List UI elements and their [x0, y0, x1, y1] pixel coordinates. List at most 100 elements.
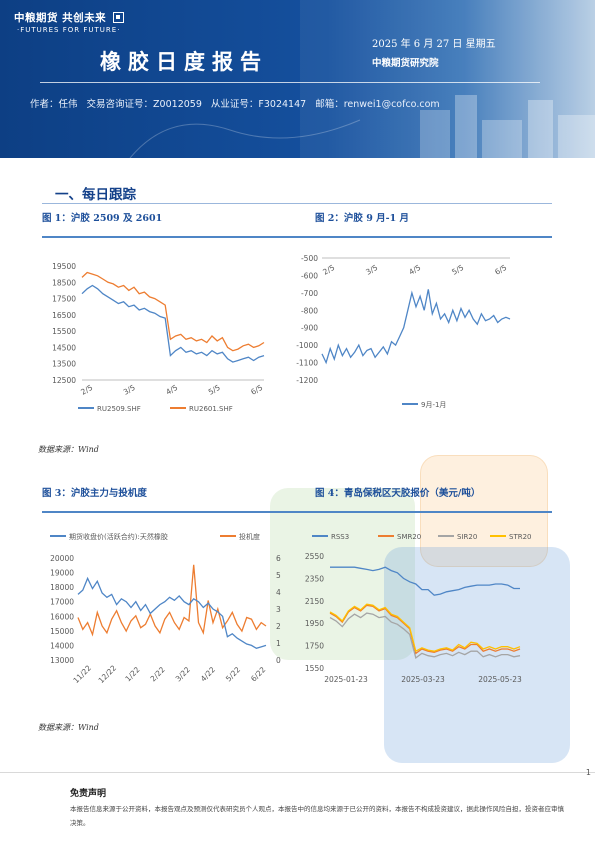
report-date: 2025 年 6 月 27 日 星期五: [372, 39, 496, 50]
y-tick-label: -700: [301, 289, 318, 298]
series-line-sir20: [329, 612, 521, 659]
series-line-close-price: [77, 576, 267, 650]
y-tick-label-right: 0: [276, 656, 281, 665]
report-title: 橡胶日度报告: [100, 49, 268, 74]
y-tick-label: 1550: [305, 664, 324, 673]
x-tick-label: 3/22: [174, 665, 192, 683]
y-tick-label-left: 17000: [50, 598, 74, 607]
chart-main-contract-speculation: 期货收盘价(活跃合约):天然橡胶 投机度 13000 14000 15000 16000 1…: [50, 532, 281, 685]
figure-row-2-source: 数据来源：Wind: [38, 723, 99, 732]
institute-name: 中粮期货研究院: [372, 58, 439, 69]
author-info: 作者：任伟 交易咨询证号：Z0012059 从业证号：F3024147 邮箱：r…: [30, 96, 446, 110]
x-tick-label: 6/5: [249, 383, 264, 397]
company-logo: 中粮期货 共创未来: [14, 10, 125, 25]
figure-row-1-source: 数据来源：Wind: [38, 445, 99, 454]
report-banner: 中粮期货 共创未来 ·FUTURES FOR FUTURE· 橡胶日度报告 20…: [0, 0, 595, 158]
y-tick-label: -800: [301, 306, 318, 315]
y-tick-label-left: 18000: [50, 583, 74, 592]
chart-qingdao-bonded-prices: RSS3 SMR20 SIR20 STR20 1550 1750 1950 2150 2350 2…: [305, 533, 532, 684]
author-name: 作者：任伟: [30, 99, 78, 110]
series-line-rss3: [330, 566, 520, 596]
legend-close-price-label: 期货收盘价(活跃合约):天然橡胶: [69, 532, 168, 541]
x-tick-label: 6/22: [249, 665, 267, 683]
legend-str20-label: STR20: [509, 533, 532, 541]
legend-ru2601-label: RU2601.SHF: [189, 405, 233, 413]
series-line-smr20: [329, 604, 521, 655]
y-tick-label: 2150: [305, 597, 324, 606]
series-line-1: [81, 271, 265, 352]
figure-3-title: 图 3：沪胶主力与投机度: [42, 488, 147, 499]
y-tick-label: 2550: [305, 552, 324, 561]
logo-slogan: ·FUTURES FOR FUTURE·: [17, 26, 121, 34]
y-tick-label-right: 6: [276, 554, 281, 563]
y-tick-label: 1950: [305, 619, 324, 628]
legend-rss3-label: RSS3: [331, 533, 349, 541]
y-tick-label: 14500: [52, 343, 76, 352]
series-line-0: [81, 284, 265, 363]
x-tick-label: 11/22: [71, 663, 93, 685]
y-tick-label-right: 5: [276, 571, 281, 580]
banner-divider: [40, 82, 540, 83]
figure-row-2-rule: [42, 511, 552, 513]
y-tick-label-left: 16000: [50, 612, 74, 621]
y-tick-label: -500: [301, 254, 318, 263]
y-tick-label: 18500: [52, 278, 76, 287]
y-tick-label: -600: [301, 271, 318, 280]
x-tick-label: 5/5: [450, 263, 465, 277]
x-tick-label: 12/22: [97, 663, 119, 685]
x-tick-label: 3/5: [364, 263, 379, 277]
logo-text: 中粮期货 共创未来: [14, 12, 107, 24]
legend-ru2509-label: RU2509.SHF: [97, 405, 141, 413]
y-tick-label: -1200: [296, 376, 318, 385]
x-tick-label: 4/5: [164, 383, 179, 397]
chart-spread-sep-jan: -500 -600 -700 -800 -900 -1000 -1100 -1200 2/5 3/…: [296, 254, 511, 409]
disclaimer-title: 免责声明: [70, 789, 107, 799]
y-tick-label: -1000: [296, 341, 318, 350]
x-tick-label: 2/22: [149, 665, 167, 683]
figure-row-1-rule: [42, 236, 552, 238]
x-tick-label: 4/22: [199, 665, 217, 683]
y-tick-label: 12500: [52, 376, 76, 385]
legend-speculation-label: 投机度: [239, 532, 260, 541]
x-tick-label: 3/5: [122, 383, 137, 397]
x-tick-label: 2/5: [79, 383, 94, 397]
y-tick-label-left: 20000: [50, 554, 74, 563]
logo-mark-icon: [113, 12, 125, 23]
y-tick-label-right: 2: [276, 622, 281, 631]
y-tick-label: 1750: [305, 642, 324, 651]
y-tick-label: 13500: [52, 360, 76, 369]
decorative-green-panel: [270, 488, 415, 660]
section-title: 一、每日跟踪: [55, 187, 136, 203]
series-line-str20: [329, 603, 521, 653]
y-tick-label-left: 14000: [50, 641, 74, 650]
y-tick-label-left: 19000: [50, 569, 74, 578]
y-tick-label-right: 4: [276, 588, 281, 597]
y-tick-label: 16500: [52, 311, 76, 320]
figure-4-title: 图 4：青岛保税区天胶报价（美元/吨）: [315, 488, 481, 499]
x-tick-label: 2025-03-23: [401, 675, 445, 684]
y-tick-label: -900: [301, 324, 318, 333]
x-tick-label: 5/5: [207, 383, 222, 397]
y-tick-label: 15500: [52, 327, 76, 336]
figure-2-title: 图 2：沪胶 9 月-1 月: [315, 213, 410, 224]
series-line-0: [321, 289, 511, 365]
legend-sir20-label: SIR20: [457, 533, 477, 541]
x-tick-label: 2025-05-23: [478, 675, 522, 684]
page-number: 1: [585, 768, 591, 777]
x-tick-label: 6/5: [493, 263, 508, 277]
y-tick-label-right: 3: [276, 605, 281, 614]
banner-skyline-decoration: [129, 0, 595, 158]
author-email[interactable]: 邮箱：renwei1@cofco.com: [315, 99, 440, 110]
x-tick-label: 2/5: [321, 263, 336, 277]
y-tick-label: -1100: [296, 359, 318, 368]
section-divider: [42, 203, 552, 204]
y-tick-label: 17500: [52, 295, 76, 304]
disclaimer-text: 本报告信息来源于公开资料，本报告观点及预测仅代表研究员个人观点，本报告中的信息均…: [70, 805, 564, 827]
chart-ru2509-ru2601: 12500 13500 14500 15500 16500 17500 18500 19500…: [52, 262, 265, 413]
footer-divider: [0, 772, 595, 773]
y-tick-label-left: 13000: [50, 656, 74, 665]
x-tick-label: 2025-01-23: [324, 675, 368, 684]
figure-1-title: 图 1：沪胶 2509 及 2601: [42, 213, 163, 224]
practice-license: 从业证号：F3024147: [210, 99, 307, 110]
legend-smr20-label: SMR20: [397, 533, 421, 541]
